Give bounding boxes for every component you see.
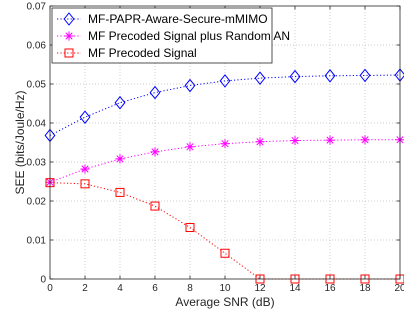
- data-point-mf-precoded-signal: [80, 179, 90, 189]
- x-tick-label: 0: [47, 283, 53, 294]
- legend-entry-mf-papr-aware-secure-mmimo: MF-PAPR-Aware-Secure-mMIMO: [57, 12, 268, 26]
- x-tick-label: 10: [219, 283, 231, 294]
- y-tick-label: 0.03: [27, 158, 47, 169]
- data-point-mf-papr-aware-secure-mmimo: [114, 95, 126, 110]
- x-tick-label: 14: [289, 283, 301, 294]
- legend-sample-marker: [64, 31, 74, 41]
- legend-sample-asterisk: [57, 31, 81, 41]
- data-point-mf-papr-aware-secure-mmimo: [184, 78, 196, 93]
- data-point-mf-papr-aware-secure-mmimo: [79, 110, 91, 124]
- series-mf-precoded-signal-plus-random-an: [45, 135, 404, 187]
- data-point-mf-precoded-signal: [150, 201, 160, 211]
- data-point-mf-precoded-signal-plus-random-an: [220, 139, 230, 149]
- series-line-mf-precoded-signal-plus-random-an: [49, 139, 400, 183]
- data-point-mf-papr-aware-secure-mmimo: [254, 71, 266, 85]
- legend-box: [51, 7, 273, 64]
- data-point-mf-papr-aware-secure-mmimo: [359, 68, 371, 83]
- series-line-mf-papr-aware-secure-mmimo: [49, 74, 401, 136]
- x-axis-label: Average SNR (dB): [175, 295, 274, 309]
- legend-label: MF-PAPR-Aware-Secure-mMIMO: [88, 12, 268, 26]
- x-tick-label: 20: [394, 283, 404, 294]
- data-point-mf-papr-aware-secure-mmimo: [149, 85, 161, 100]
- x-tick-label: 12: [254, 283, 266, 294]
- data-point-mf-precoded-signal: [115, 187, 125, 197]
- data-point-mf-precoded-signal: [220, 248, 230, 258]
- y-tick-label: 0: [40, 275, 46, 286]
- y-tick-label: 0.05: [27, 80, 47, 91]
- y-axis-label: SEE (bits/Joule/Hz): [13, 90, 27, 194]
- legend-entry-mf-precoded-signal: MF Precoded Signal: [57, 46, 197, 60]
- legend-label: MF Precoded Signal plus Random AN: [88, 29, 290, 43]
- data-point-mf-precoded-signal-plus-random-an: [255, 137, 265, 147]
- legend-entry-mf-precoded-signal-plus-random-an: MF Precoded Signal plus Random AN: [57, 29, 290, 43]
- y-tick-label: 0.07: [27, 2, 47, 13]
- x-tick-label: 4: [117, 283, 123, 294]
- ticks: 0 2 4 6 8 10 12 14 16 18 20 0 0.01 0.02 0.03 0.04 0.05 0.…: [27, 2, 404, 295]
- data-point-mf-precoded-signal-plus-random-an: [80, 164, 90, 174]
- data-point-mf-precoded-signal-plus-random-an: [360, 135, 370, 145]
- data-point-mf-precoded-signal: [185, 223, 195, 233]
- legend: MF-PAPR-Aware-Secure-mMIMO MF Precoded S…: [51, 7, 290, 64]
- data-point-mf-papr-aware-secure-mmimo: [219, 74, 231, 88]
- x-tick-label: 6: [152, 283, 158, 294]
- legend-sample-diamond: [57, 12, 81, 26]
- data-point-mf-papr-aware-secure-mmimo: [324, 69, 336, 83]
- data-point-mf-precoded-signal-plus-random-an: [150, 147, 160, 157]
- x-tick-label: 16: [324, 283, 336, 294]
- legend-sample-marker: [63, 12, 75, 26]
- data-point-mf-precoded-signal-plus-random-an: [325, 135, 335, 145]
- y-tick-label: 0.01: [27, 236, 47, 247]
- x-tick-label: 18: [359, 283, 371, 294]
- x-tick-label: 2: [82, 283, 88, 294]
- data-point-mf-precoded-signal-plus-random-an: [290, 135, 300, 146]
- x-tick-label: 8: [187, 283, 193, 294]
- data-point-mf-precoded-signal-plus-random-an: [185, 142, 195, 152]
- y-tick-label: 0.06: [27, 41, 47, 52]
- data-point-mf-precoded-signal-plus-random-an: [115, 154, 125, 164]
- legend-sample-square: [57, 48, 81, 58]
- legend-sample-marker: [64, 48, 74, 58]
- y-tick-label: 0.02: [27, 197, 47, 208]
- legend-label: MF Precoded Signal: [88, 46, 197, 60]
- y-tick-label: 0.04: [27, 119, 47, 130]
- data-point-mf-papr-aware-secure-mmimo: [289, 69, 301, 84]
